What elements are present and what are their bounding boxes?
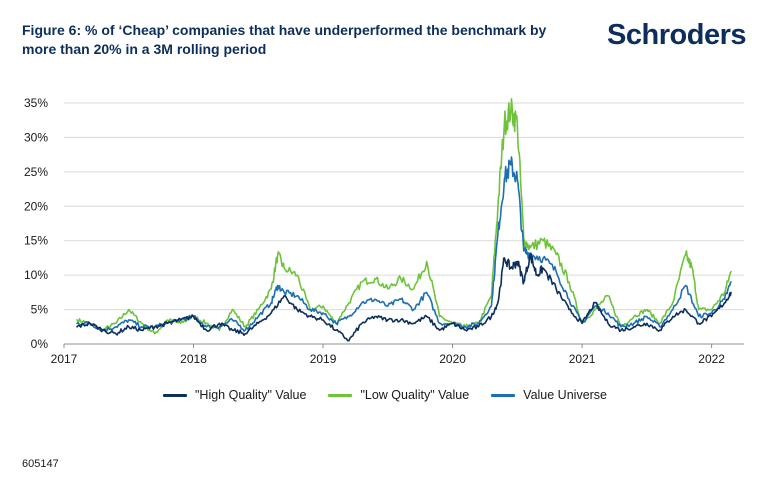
legend-swatch-value-universe bbox=[491, 393, 516, 397]
y-tick-label: 25% bbox=[24, 165, 48, 179]
legend-swatch-high-quality bbox=[162, 393, 187, 397]
y-tick-label: 0% bbox=[31, 337, 49, 351]
legend-label-low-quality: "Low Quality" Value bbox=[360, 388, 470, 402]
series-line-0 bbox=[76, 252, 732, 342]
y-tick-label: 35% bbox=[24, 96, 48, 110]
legend: "High Quality" Value "Low Quality" Value… bbox=[0, 388, 770, 402]
legend-item-low-quality: "Low Quality" Value bbox=[328, 388, 469, 402]
y-tick-label: 10% bbox=[24, 268, 48, 282]
x-tick-label: 2021 bbox=[569, 352, 596, 366]
legend-label-high-quality: "High Quality" Value bbox=[194, 388, 307, 402]
legend-swatch-low-quality bbox=[328, 393, 353, 397]
series-layer bbox=[76, 98, 732, 342]
x-tick-label: 2019 bbox=[310, 352, 337, 366]
series-line-2 bbox=[76, 156, 732, 332]
y-tick-label: 5% bbox=[31, 303, 49, 317]
x-tick-label: 2022 bbox=[698, 352, 725, 366]
axis-layer: 0% 5% 10% 15% 20% 25% 30% 35% 2017 2018 2019 2020 20… bbox=[24, 96, 725, 366]
grid-layer bbox=[64, 102, 744, 345]
y-tick-label: 30% bbox=[24, 130, 48, 144]
legend-item-high-quality: "High Quality" Value bbox=[162, 388, 307, 402]
y-tick-label: 15% bbox=[24, 234, 48, 248]
line-chart: 0% 5% 10% 15% 20% 25% 30% 35% 2017 2018 2019 2020 20… bbox=[24, 96, 744, 366]
legend-item-value-universe: Value Universe bbox=[491, 388, 607, 402]
legend-label-value-universe: Value Universe bbox=[523, 388, 608, 402]
x-tick-label: 2018 bbox=[180, 352, 207, 366]
x-tick-label: 2020 bbox=[439, 352, 466, 366]
chart-title: Figure 6: % of ‘Cheap’ companies that ha… bbox=[22, 22, 547, 57]
x-tick-label: 2017 bbox=[51, 352, 78, 366]
brand-logo: Schroders bbox=[607, 19, 746, 51]
footnote-code: 605147 bbox=[22, 458, 59, 470]
series-line-1 bbox=[76, 98, 732, 335]
y-tick-label: 20% bbox=[24, 199, 48, 213]
